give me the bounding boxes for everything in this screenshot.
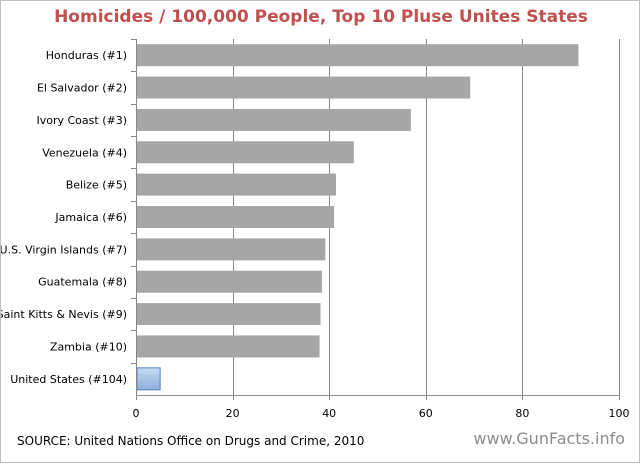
category-label: Saint Kitts & Nevis (#9)	[1, 308, 127, 321]
bar	[137, 206, 335, 228]
category-label: U.S. Virgin Islands (#7)	[1, 243, 127, 256]
category-label: Venezuela (#4)	[42, 146, 127, 159]
x-tick-label: 20	[226, 407, 240, 420]
bar	[137, 270, 322, 293]
highlight-bar	[136, 367, 161, 391]
axes: 0 20 40 60 80 100 Honduras (#1) El Salvador (#2…	[1, 39, 630, 420]
category-label: Zambia (#10)	[50, 340, 127, 353]
x-tick-label: 60	[419, 407, 433, 420]
site-watermark: www.GunFacts.info	[473, 429, 625, 448]
bar	[137, 173, 336, 196]
bar	[137, 44, 579, 67]
x-tick-label: 0	[133, 407, 140, 420]
category-label: Jamaica (#6)	[54, 211, 127, 224]
bar	[137, 108, 411, 131]
chart-title: Homicides / 100,000 People, Top 10 Pluse…	[54, 7, 588, 27]
category-label: United States (#104)	[10, 373, 127, 386]
category-label: Honduras (#1)	[46, 49, 127, 62]
bar	[137, 141, 354, 164]
category-label: El Salvador (#2)	[37, 82, 127, 95]
category-label: Belize (#5)	[66, 179, 127, 192]
bar	[137, 238, 326, 261]
bar	[137, 76, 471, 99]
source-note: SOURCE: United Nations Office on Drugs a…	[17, 434, 365, 448]
x-tick-label: 40	[322, 407, 336, 420]
bars	[136, 44, 579, 391]
bar	[137, 303, 321, 326]
bar	[137, 335, 320, 358]
x-tick-label: 100	[609, 407, 630, 420]
category-label: Ivory Coast (#3)	[36, 114, 127, 127]
x-tick-label: 80	[515, 407, 529, 420]
category-label: Guatemala (#8)	[38, 276, 127, 289]
